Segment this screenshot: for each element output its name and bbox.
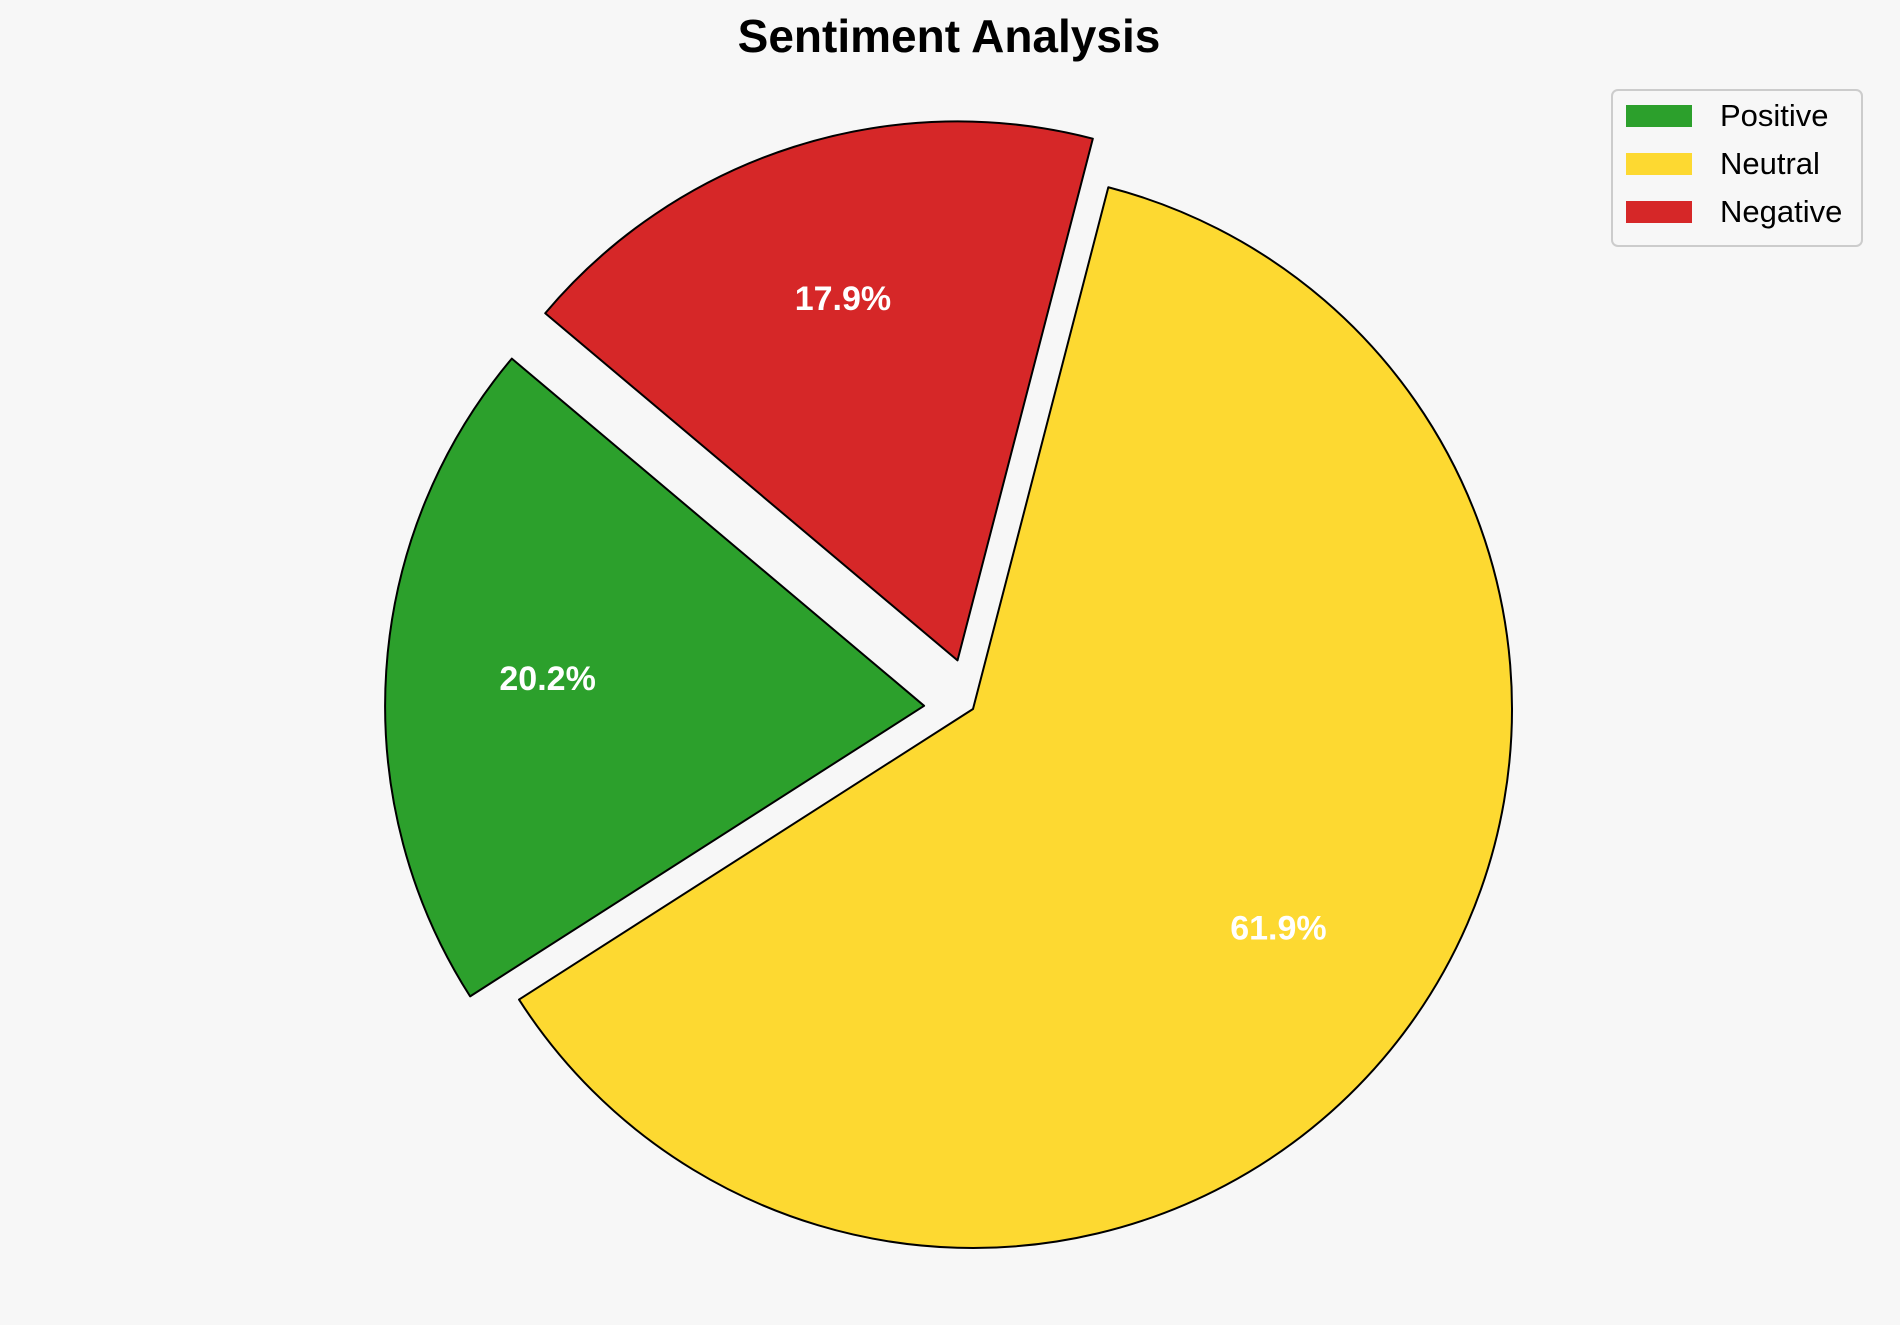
pie-slice — [544, 120, 1094, 662]
slice-label: 61.9% — [1230, 910, 1326, 948]
legend-label: Positive — [1720, 98, 1829, 133]
legend-label: Neutral — [1720, 146, 1820, 181]
pie-slice — [518, 186, 1513, 1249]
legend-swatch — [1626, 153, 1692, 175]
legend-swatch — [1626, 105, 1692, 127]
slice-label: 17.9% — [795, 280, 891, 318]
pie-slice — [384, 357, 926, 998]
legend-swatch — [1626, 201, 1692, 223]
chart-title: Sentiment Analysis — [738, 10, 1161, 62]
legend: Positive Neutral Negative — [1611, 89, 1863, 247]
legend-label: Negative — [1720, 194, 1842, 229]
slice-label: 20.2% — [499, 660, 595, 698]
